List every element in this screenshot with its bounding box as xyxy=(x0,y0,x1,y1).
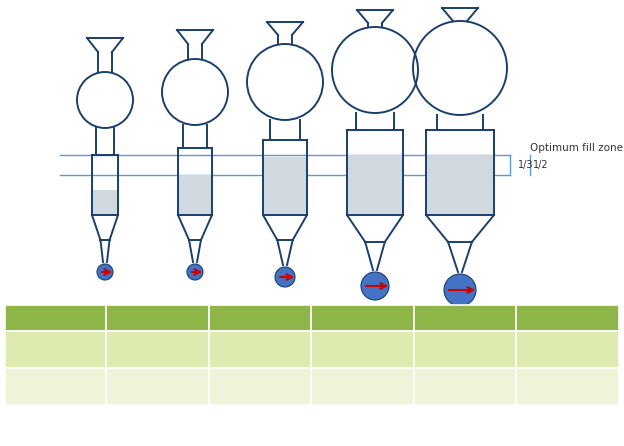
Text: 2.5 g: 2.5 g xyxy=(555,344,581,355)
Bar xyxy=(517,331,619,368)
Text: 0.5 g: 0.5 g xyxy=(247,344,273,355)
Text: 100 mg: 100 mg xyxy=(138,344,177,355)
Bar xyxy=(517,305,619,331)
Bar xyxy=(426,155,494,215)
Text: Loading
Rf>0.2: Loading Rf>0.2 xyxy=(10,339,51,361)
Bar xyxy=(263,157,307,215)
Text: 1.5 g: 1.5 g xyxy=(452,344,479,355)
Circle shape xyxy=(275,267,295,287)
Text: 350 mg: 350 mg xyxy=(343,381,383,392)
Bar xyxy=(311,368,414,405)
Text: 40 mm: 40 mm xyxy=(445,313,485,323)
Bar xyxy=(178,175,212,215)
Bar xyxy=(106,331,209,368)
Bar xyxy=(92,190,118,215)
Bar xyxy=(209,368,311,405)
Bar xyxy=(414,331,517,368)
Bar xyxy=(347,155,403,215)
Bar xyxy=(311,331,414,368)
Text: Loading
Rf~0.1: Loading Rf~0.1 xyxy=(10,375,51,398)
Circle shape xyxy=(444,274,476,306)
Bar xyxy=(414,305,517,331)
Bar xyxy=(106,305,209,331)
Text: 50 mm: 50 mm xyxy=(548,313,588,323)
Circle shape xyxy=(187,264,203,280)
Bar xyxy=(106,368,209,405)
Bar xyxy=(209,305,311,331)
Text: 10 mm: 10 mm xyxy=(138,313,177,323)
Text: Optimum fill zone: Optimum fill zone xyxy=(530,143,623,153)
Text: 20 mm: 20 mm xyxy=(240,313,280,323)
Text: 1 g: 1 g xyxy=(354,344,371,355)
Bar xyxy=(5,305,106,331)
Circle shape xyxy=(361,272,389,300)
Bar xyxy=(414,368,517,405)
Text: 30 mm: 30 mm xyxy=(343,313,383,323)
Circle shape xyxy=(97,264,113,280)
Text: 1/3: 1/3 xyxy=(518,160,534,170)
Bar xyxy=(5,368,106,405)
Text: Diameter: Diameter xyxy=(28,313,83,323)
Text: 0.5 g: 0.5 g xyxy=(452,381,479,392)
Bar xyxy=(209,331,311,368)
Text: 1 g: 1 g xyxy=(560,381,576,392)
Bar xyxy=(311,305,414,331)
Bar xyxy=(5,331,106,368)
Text: 150 mg: 150 mg xyxy=(240,381,280,392)
Bar xyxy=(517,368,619,405)
Text: 1/2: 1/2 xyxy=(533,160,548,170)
Text: 40 mg: 40 mg xyxy=(141,381,174,392)
